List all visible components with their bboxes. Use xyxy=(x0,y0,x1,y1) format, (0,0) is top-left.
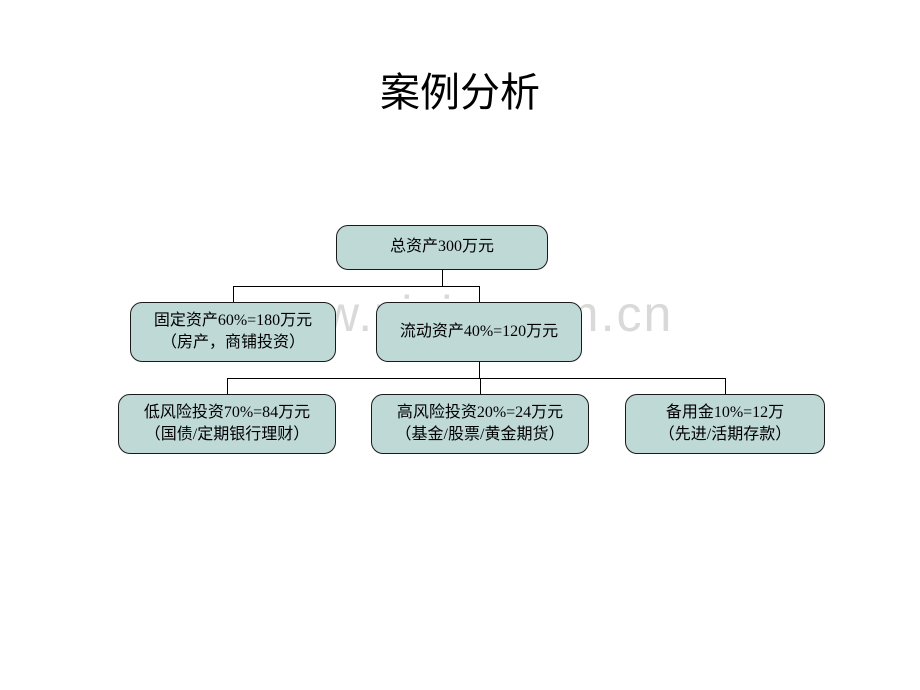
connector-to-fixed xyxy=(233,286,234,302)
connector-to-reserve xyxy=(725,378,726,394)
node-lowrisk-line1: 低风险投资70%=84万元 xyxy=(144,402,310,424)
node-fixed-assets: 固定资产60%=180万元 （房产，商铺投资） xyxy=(130,302,336,362)
node-liquid-line1: 流动资产40%=120万元 xyxy=(400,321,558,343)
node-liquid-assets: 流动资产40%=120万元 xyxy=(376,302,582,362)
node-fixed-line2: （房产，商铺投资） xyxy=(161,332,305,354)
node-reserve-line2: （先进/活期存款） xyxy=(659,424,791,446)
node-reserve: 备用金10%=12万 （先进/活期存款） xyxy=(625,394,825,454)
connector-to-liquid xyxy=(479,286,480,302)
connector-h-level1 xyxy=(233,286,480,287)
node-root-text: 总资产300万元 xyxy=(390,236,494,258)
node-lowrisk-line2: （国债/定期银行理财） xyxy=(145,424,309,446)
node-highrisk-line2: （基金/股票/黄金期货） xyxy=(396,424,565,446)
node-low-risk: 低风险投资70%=84万元 （国债/定期银行理财） xyxy=(118,394,336,454)
connector-liquid-down xyxy=(479,362,480,378)
page-title: 案例分析 xyxy=(0,60,920,118)
connector-to-highrisk xyxy=(480,378,481,394)
connector-h-level2 xyxy=(227,378,726,379)
connector-root-down xyxy=(442,270,443,286)
node-root: 总资产300万元 xyxy=(336,225,548,270)
node-reserve-line1: 备用金10%=12万 xyxy=(666,402,784,424)
node-highrisk-line1: 高风险投资20%=24万元 xyxy=(397,402,563,424)
connector-to-lowrisk xyxy=(227,378,228,394)
node-high-risk: 高风险投资20%=24万元 （基金/股票/黄金期货） xyxy=(371,394,589,454)
node-fixed-line1: 固定资产60%=180万元 xyxy=(154,310,312,332)
